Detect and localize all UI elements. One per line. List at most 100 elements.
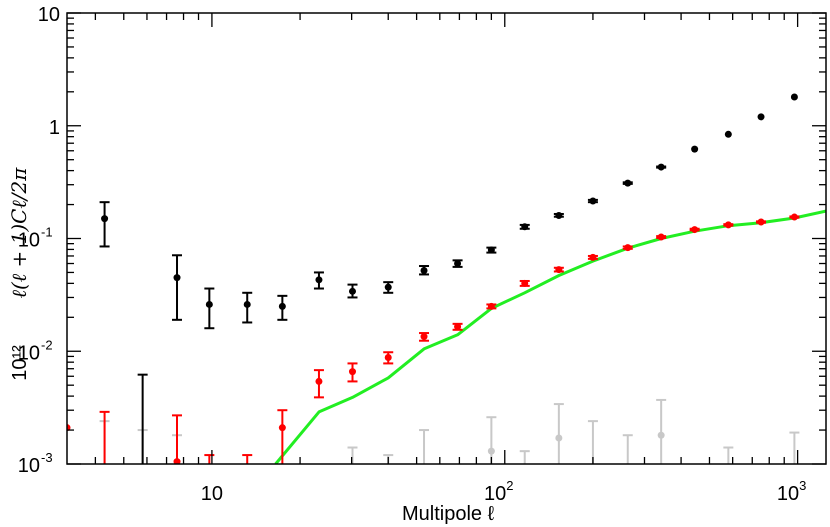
data-marker bbox=[243, 300, 251, 308]
data-marker bbox=[624, 179, 632, 187]
data-point-s0-3 bbox=[204, 287, 215, 330]
data-point-s0-11 bbox=[486, 246, 497, 254]
data-point-s0-19 bbox=[757, 113, 765, 121]
axis-ticks bbox=[67, 12, 826, 465]
data-marker bbox=[555, 211, 563, 219]
data-point-s2-8 bbox=[553, 403, 564, 464]
data-marker bbox=[657, 431, 665, 439]
data-marker bbox=[521, 223, 529, 231]
data-point-s2-7 bbox=[519, 450, 530, 464]
data-marker bbox=[315, 377, 323, 385]
y-axis-label-prefix: 10¹² bbox=[9, 345, 31, 381]
data-point-s1-17 bbox=[689, 226, 700, 234]
data-marker bbox=[487, 447, 495, 455]
data-marker bbox=[657, 163, 665, 171]
data-marker bbox=[278, 424, 286, 432]
plot-frame bbox=[66, 12, 827, 465]
data-point-s1-9 bbox=[419, 332, 430, 342]
data-point-s1-4 bbox=[242, 454, 253, 464]
data-point-s1-7 bbox=[347, 362, 358, 383]
data-marker bbox=[315, 276, 323, 284]
data-point-s1-11 bbox=[486, 302, 497, 310]
data-point-s2-12 bbox=[723, 446, 734, 464]
data-marker bbox=[205, 300, 213, 308]
x-tick-label-exponent: 3 bbox=[799, 478, 806, 493]
data-marker bbox=[454, 260, 462, 268]
data-marker bbox=[657, 233, 665, 241]
data-point-s0-12 bbox=[519, 223, 530, 231]
data-point-s0-15 bbox=[622, 179, 633, 187]
data-marker bbox=[173, 458, 181, 464]
y-axis-label-group: 10¹² ℓ(ℓ + 1)Cℓ/2π bbox=[7, 167, 31, 381]
data-marker bbox=[278, 302, 286, 310]
x-axis-label: Multipole ℓ bbox=[402, 503, 495, 525]
data-point-s2-3 bbox=[347, 446, 358, 464]
data-marker bbox=[487, 302, 495, 310]
data-marker bbox=[348, 368, 356, 376]
data-marker bbox=[420, 267, 428, 275]
data-point-s0-7 bbox=[347, 283, 358, 299]
data-point-s0-20 bbox=[790, 93, 798, 101]
data-point-s1-5 bbox=[277, 409, 288, 464]
x-tick-label-exponent: 2 bbox=[506, 478, 513, 493]
data-point-s1-20 bbox=[789, 213, 800, 221]
data-point-s0-8 bbox=[383, 281, 394, 294]
plot-area bbox=[67, 93, 826, 464]
data-point-s2-5 bbox=[419, 429, 430, 464]
data-point-s0-14 bbox=[587, 197, 598, 205]
y-tick-label: 10 bbox=[38, 4, 60, 26]
data-point-s0-0 bbox=[99, 201, 110, 248]
data-marker bbox=[173, 274, 181, 282]
data-marker bbox=[757, 218, 765, 226]
data-point-s0-4 bbox=[242, 291, 253, 324]
data-point-s1-18 bbox=[723, 221, 734, 229]
data-marker bbox=[624, 244, 632, 252]
y-axis-label: ℓ(ℓ + 1)Cℓ/2π bbox=[7, 167, 31, 299]
data-point-s1-19 bbox=[756, 218, 767, 226]
data-point-s0-5 bbox=[277, 294, 288, 321]
data-marker bbox=[790, 213, 798, 221]
data-marker bbox=[384, 354, 392, 362]
data-point-s2-6 bbox=[486, 416, 497, 464]
data-point-s1-2 bbox=[172, 414, 183, 464]
data-point-s2-10 bbox=[622, 434, 633, 464]
data-marker bbox=[420, 333, 428, 341]
data-point-s1-3 bbox=[204, 454, 215, 464]
data-point-s1-13 bbox=[553, 266, 564, 274]
data-marker bbox=[691, 226, 699, 234]
data-point-s1-16 bbox=[656, 233, 667, 241]
y-tick-label: 10-3 bbox=[18, 450, 53, 477]
data-point-s0-16 bbox=[656, 163, 667, 171]
data-point-s1-14 bbox=[587, 253, 598, 261]
data-marker bbox=[384, 283, 392, 291]
data-marker bbox=[691, 145, 699, 153]
data-point-s1-15 bbox=[622, 244, 633, 252]
data-marker bbox=[101, 215, 109, 223]
data-marker bbox=[487, 246, 495, 254]
data-point-s2-13 bbox=[789, 431, 800, 464]
data-point-s0-10 bbox=[452, 259, 463, 268]
x-tick-label: 10 bbox=[201, 483, 223, 505]
data-marker bbox=[790, 93, 798, 101]
data-point-s0-9 bbox=[419, 265, 430, 276]
data-marker bbox=[555, 266, 563, 274]
x-tick-label: 102 bbox=[484, 478, 513, 505]
data-marker bbox=[724, 221, 732, 229]
data-marker bbox=[724, 130, 732, 138]
model-curve-0 bbox=[274, 209, 826, 464]
y-tick-label-exponent: -1 bbox=[41, 225, 53, 240]
data-point-s1-10 bbox=[452, 322, 463, 331]
data-point-s0-17 bbox=[691, 145, 699, 153]
data-marker bbox=[589, 253, 597, 261]
data-point-s2-11 bbox=[656, 398, 667, 464]
x-tick-label: 103 bbox=[777, 478, 806, 505]
data-point-s1-1 bbox=[99, 410, 110, 464]
data-marker bbox=[521, 279, 529, 287]
data-point-s0-2 bbox=[172, 254, 183, 321]
data-marker bbox=[555, 434, 563, 442]
data-marker bbox=[348, 287, 356, 295]
data-point-s2-9 bbox=[587, 420, 598, 464]
data-point-s1-6 bbox=[313, 369, 324, 399]
